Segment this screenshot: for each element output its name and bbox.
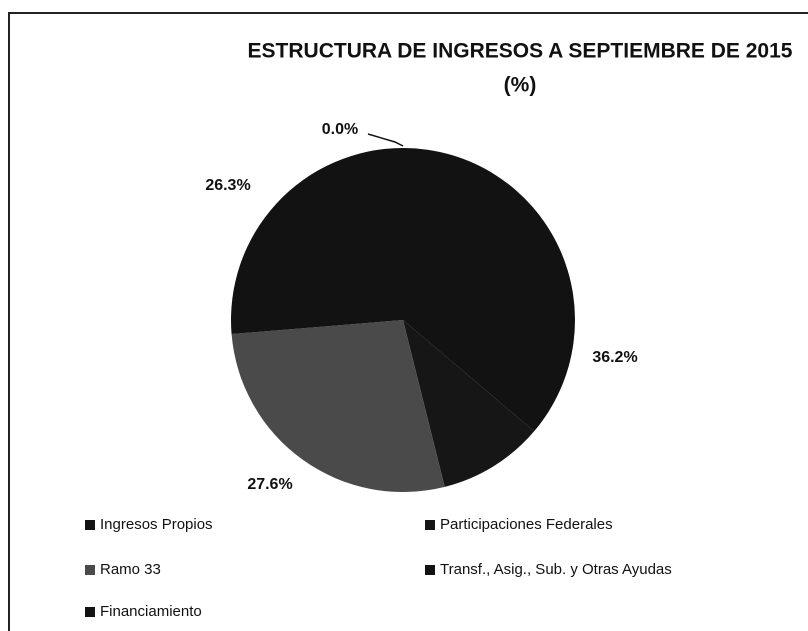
data-label: 27.6% [247, 476, 292, 493]
data-label: 36.2% [592, 349, 637, 366]
legend-label: Transf., Asig., Sub. y Otras Ayudas [440, 561, 672, 578]
pie-slice [231, 320, 445, 492]
legend-swatch [85, 520, 95, 530]
legend-label: Financiamiento [100, 603, 202, 620]
legend-swatch [85, 607, 95, 617]
legend-swatch [425, 520, 435, 530]
chart-title: ESTRUCTURA DE INGRESOS A SEPTIEMBRE DE 2… [248, 40, 793, 63]
data-label: 26.3% [205, 177, 250, 194]
legend-label: Participaciones Federales [440, 516, 613, 533]
legend-label: Ramo 33 [100, 561, 161, 578]
pie-slice [231, 148, 403, 335]
leader-line [367, 133, 404, 147]
data-label: 0.0% [322, 121, 358, 138]
pie-slice [403, 148, 575, 432]
chart-border [8, 12, 808, 631]
legend-swatch [85, 565, 95, 575]
legend-label: Ingresos Propios [100, 516, 213, 533]
legend-swatch [425, 565, 435, 575]
pie-slice [403, 320, 535, 487]
chart-subtitle: (%) [504, 74, 537, 97]
